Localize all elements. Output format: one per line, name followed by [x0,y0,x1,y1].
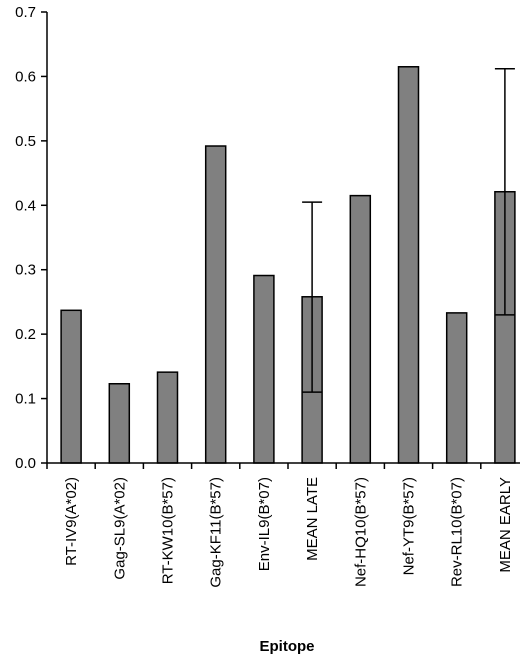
y-tick-label: 0.3 [15,262,36,279]
x-tick-label: Env-IL9(B*07) [256,477,273,571]
y-tick-label: 0.5 [15,133,36,150]
y-axis: 0.0 0.1 0.2 0.3 0.4 0.5 0.6 0.7 [15,4,48,472]
x-tick-label: RT-IV9(A*02) [63,477,80,566]
error-bars [302,67,515,393]
x-tick-label: Gag-SL9(A*02) [111,477,128,580]
x-tick-label: Rev-RL10(B*07) [449,477,466,587]
x-tick-label: Nef-HQ10(B*57) [352,477,369,587]
y-tick-label: 0.1 [15,391,36,408]
y-tick-label: 0.6 [15,68,36,85]
x-axis: RT-IV9(A*02) Gag-SL9(A*02) RT-KW10(B*57) Ga… [46,462,520,588]
bar [156,371,179,464]
bar [60,309,82,464]
bar [253,274,275,464]
bar [204,145,227,464]
bar [397,66,420,464]
bars [60,66,516,464]
x-tick-label: MEAN EARLY [497,477,514,573]
bar [349,194,372,464]
y-tick-label: 0.4 [15,197,36,214]
bar [108,383,131,464]
y-tick-label: 0.2 [15,326,36,343]
y-tick-label: 0.0 [15,455,36,472]
y-tick-label: 0.7 [15,4,36,21]
x-tick-label: Nef-YT9(B*57) [401,477,418,575]
x-tick-label: MEAN LATE [304,477,321,561]
x-tick-label: RT-KW10(B*57) [160,477,177,584]
x-axis-title: Epitope [260,638,315,655]
x-tick-label: Gag-KF11(B*57) [208,477,225,588]
bar [445,312,468,464]
